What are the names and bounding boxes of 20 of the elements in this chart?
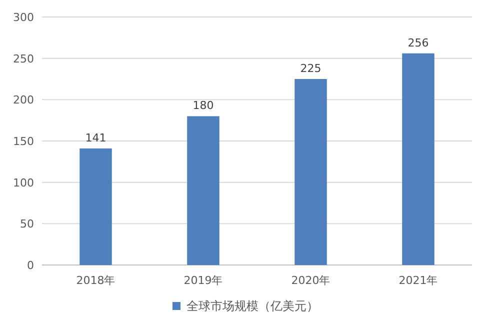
bar — [294, 79, 327, 265]
bar — [187, 116, 220, 265]
data-label: 225 — [300, 62, 322, 75]
x-tick-label: 2019年 — [184, 274, 223, 287]
x-tick-label: 2018年 — [76, 274, 116, 287]
y-tick-label: 150 — [13, 135, 34, 148]
y-tick-label: 300 — [13, 11, 34, 24]
bar — [80, 148, 112, 265]
legend-label: 全球市场规模（亿美元） — [186, 299, 318, 313]
x-tick-label: 2021年 — [398, 274, 438, 287]
y-tick-label: 100 — [13, 176, 34, 190]
x-tick-label: 2020年 — [291, 274, 330, 287]
bar — [402, 53, 434, 265]
y-tick-label: 200 — [13, 94, 34, 107]
data-label: 180 — [192, 99, 214, 112]
data-label: 141 — [85, 131, 106, 144]
data-label: 256 — [408, 36, 429, 50]
y-tick-label: 50 — [20, 218, 34, 231]
y-tick-label: 0 — [27, 259, 34, 272]
y-tick-label: 250 — [13, 52, 34, 66]
